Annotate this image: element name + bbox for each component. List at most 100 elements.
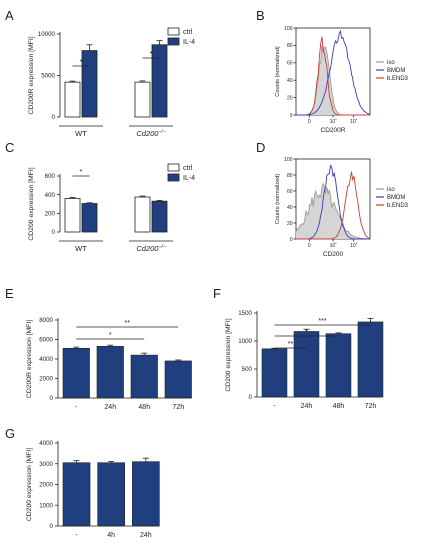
legend-label: BMDM: [387, 68, 405, 74]
y-axis-label: CD200R expression [MFI]: [28, 36, 35, 114]
histogram-curve-bmdm: [296, 29, 371, 116]
bar: [261, 348, 288, 398]
panel-label-c: C: [5, 140, 14, 155]
y-tick-label: 40: [287, 205, 293, 211]
y-axis-label: CD200 expression [MFI]: [225, 318, 232, 391]
legend-label: ctrl: [183, 165, 193, 172]
bar: [357, 321, 384, 398]
panel-label-e: E: [5, 286, 14, 301]
panel-label-b: B: [256, 8, 265, 23]
y-tick-label: 80: [287, 43, 293, 49]
y-tick-label: 0: [52, 229, 56, 236]
significance-marker: *: [305, 329, 308, 336]
bar: [132, 461, 160, 527]
x-tick-label: 24h: [140, 532, 152, 539]
y-tick-label: 0: [50, 523, 54, 530]
x-tick-label: 48h: [333, 403, 345, 410]
y-tick-label: 1000: [39, 502, 53, 509]
y-axis-label: CD200 expression [MFI]: [28, 167, 35, 240]
x-tick-label: -: [75, 532, 78, 539]
y-tick-label: 600: [45, 173, 56, 180]
y-tick-label: 100: [284, 157, 293, 163]
bar-il-4: [151, 200, 168, 233]
x-tick-label: 10³: [330, 242, 338, 249]
y-tick-label: 4000: [39, 440, 53, 447]
category-label: WT: [75, 129, 87, 138]
x-tick-label: -: [75, 404, 78, 411]
panel-label-g: G: [5, 426, 15, 441]
bar: [164, 360, 192, 399]
y-axis-label: Counts (normalized): [275, 46, 281, 97]
bar: [97, 462, 126, 527]
legend-swatch-il-4: [167, 173, 180, 182]
y-tick-label: 0: [249, 394, 253, 401]
y-tick-label: 8000: [39, 317, 53, 324]
legend-label: BMDM: [387, 195, 405, 201]
bar-ctrl: [64, 81, 81, 118]
y-tick-label: 400: [45, 192, 56, 199]
bar-ctrl: [64, 197, 81, 233]
category-label: Cd200−/−: [136, 244, 165, 253]
legend-swatch-ctrl: [167, 163, 180, 172]
bar: [130, 354, 158, 399]
y-axis-label: Counts (normalized): [275, 174, 281, 225]
significance-marker: *: [150, 51, 153, 58]
y-tick-label: 2000: [39, 482, 53, 489]
y-tick-label: 200: [45, 211, 56, 218]
y-tick-label: 1000: [238, 338, 252, 345]
bar-il-4: [81, 203, 98, 233]
bar-ctrl: [134, 196, 151, 233]
legend-label: iso: [387, 60, 395, 66]
histogram-curve-bend3: [296, 171, 371, 240]
significance-marker: **: [288, 341, 294, 348]
panel-label-d: D: [256, 140, 265, 155]
x-tick-label: 24h: [104, 404, 116, 411]
y-tick-label: 60: [287, 61, 293, 67]
bar-il-4: [151, 44, 168, 118]
y-tick-label: 100: [284, 26, 293, 32]
panel-label-f: F: [213, 286, 221, 301]
bar: [325, 333, 352, 398]
x-axis-label: CD200: [323, 251, 344, 258]
significance-marker: **: [125, 320, 131, 327]
significance-marker: *: [80, 59, 83, 66]
x-tick-label: 72h: [172, 404, 184, 411]
panel-label-a: A: [5, 8, 14, 23]
x-tick-label: 10³: [330, 118, 338, 125]
x-tick-label: 24h: [301, 403, 313, 410]
bar: [96, 346, 124, 399]
category-label: WT: [75, 244, 87, 253]
legend-label: iso: [387, 187, 395, 193]
y-tick-label: 5000: [41, 73, 55, 80]
x-tick-label: 10⁴: [350, 118, 358, 125]
legend-label: IL-4: [183, 39, 195, 46]
legend-swatch-ctrl: [167, 27, 180, 36]
histogram-curve-iso: [295, 182, 370, 240]
y-tick-label: 20: [287, 221, 293, 227]
bar: [293, 331, 320, 398]
y-tick-label: 0: [290, 237, 293, 243]
y-tick-label: 4000: [39, 356, 53, 363]
y-tick-label: 3000: [39, 461, 53, 468]
legend-swatch-il-4: [167, 37, 180, 46]
x-axis-label: CD200R: [321, 127, 346, 134]
legend-label: b.END3: [387, 203, 409, 209]
y-tick-label: 6000: [39, 337, 53, 344]
y-axis-label: CD200 expression [MFI]: [26, 448, 33, 521]
y-tick-label: 0: [50, 395, 54, 402]
y-axis-label: CD200R expression [MFI]: [26, 320, 33, 398]
y-tick-label: 2000: [39, 376, 53, 383]
x-tick-label: 10⁴: [350, 242, 358, 249]
category-label: Cd200−/−: [136, 129, 165, 138]
x-tick-label: 0: [308, 119, 311, 125]
x-tick-label: 48h: [138, 404, 150, 411]
significance-marker: *: [80, 169, 83, 176]
x-tick-label: 72h: [365, 403, 377, 410]
legend-label: IL-4: [183, 175, 195, 182]
y-tick-label: 10000: [38, 31, 56, 38]
bar: [62, 347, 90, 399]
bar: [62, 462, 91, 527]
significance-marker: ***: [318, 318, 326, 325]
y-tick-label: 1500: [238, 310, 252, 317]
